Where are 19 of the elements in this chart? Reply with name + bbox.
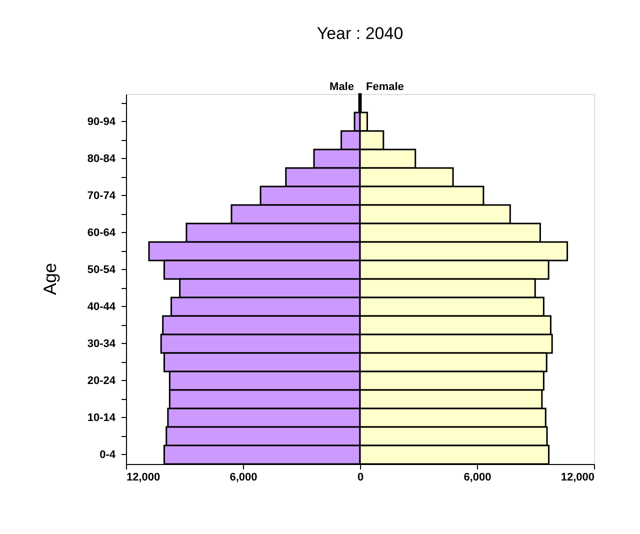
y-tick-label: 40-44	[87, 300, 116, 313]
y-tick-label: 0-4	[100, 448, 116, 461]
y-tick-label: 10-14	[87, 412, 116, 424]
y-tick-label: 50-54	[87, 264, 116, 276]
y-tick-label: 20-24	[87, 374, 116, 387]
y-tick-label: 80-84	[87, 152, 116, 165]
y-axis-title: Age	[40, 262, 60, 296]
chart-title: Year : 2040	[316, 24, 404, 43]
series-label: Female	[366, 81, 404, 93]
series-label: Male	[330, 81, 354, 93]
x-tick-label: 6,000	[464, 472, 492, 484]
y-tick-label: 70-74	[87, 190, 116, 202]
y-tick-label: 90-94	[87, 116, 116, 128]
x-tick-label: 12,000	[126, 472, 160, 484]
x-tick-label: 6,000	[230, 472, 258, 484]
y-tick-label: 30-34	[87, 338, 116, 350]
x-tick-label: 12,000	[560, 472, 594, 484]
x-tick-label: 0	[357, 472, 364, 484]
y-tick-label: 60-64	[87, 226, 116, 239]
